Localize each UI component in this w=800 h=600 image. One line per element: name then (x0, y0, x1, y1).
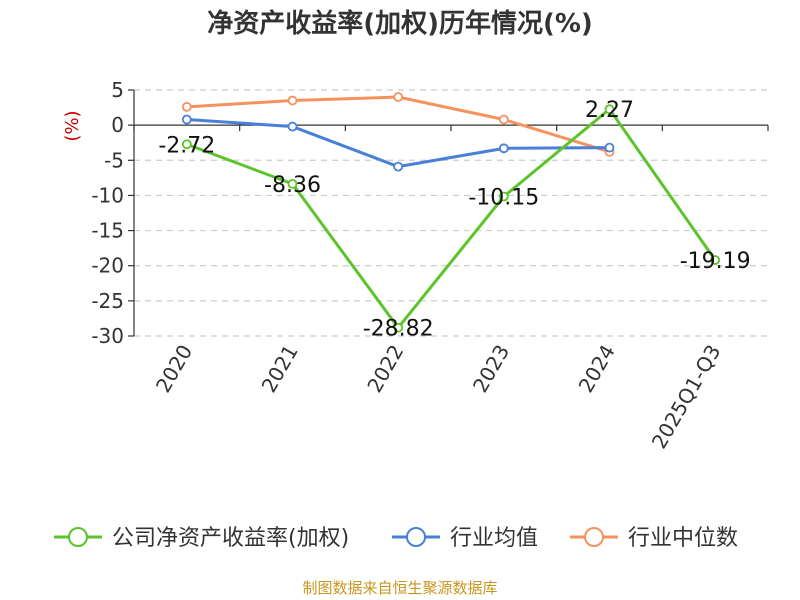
x-tick-label: 2025Q1-Q3 (647, 341, 726, 453)
series-0 (181, 104, 721, 333)
y-tick-label: 5 (111, 78, 124, 102)
series-group (181, 92, 721, 333)
y-tick-label: -20 (91, 254, 124, 278)
y-tick-labels: 5 0 -5 -10 -15 -20 -25 -30 (91, 78, 124, 348)
y-tick-label: -30 (91, 324, 124, 348)
legend-label: 公司净资产收益率(加权) (112, 526, 349, 551)
data-point (604, 142, 615, 153)
legend-marker (406, 527, 426, 547)
data-point (393, 322, 404, 333)
x-tick-label: 2024 (574, 341, 620, 397)
y-tick-label: 0 (111, 113, 124, 137)
data-point (498, 191, 509, 202)
data-point (604, 104, 615, 115)
data-point (498, 143, 509, 154)
x-tick-label: 2022 (362, 341, 408, 397)
source-note: 制图数据来自恒生聚源数据库 (302, 579, 497, 597)
data-label: -19.19 (680, 249, 751, 274)
y-tick-label: -25 (91, 289, 124, 313)
series-line (186, 118, 610, 169)
data-point (710, 255, 721, 265)
legend-item-2: 行业中位数 (570, 526, 738, 551)
data-label: -28.82 (363, 317, 434, 342)
legend-marker (584, 527, 604, 547)
legend-item-0: 公司净资产收益率(加权) (54, 526, 349, 551)
series-2 (181, 92, 615, 157)
legend: 公司净资产收益率(加权) 行业均值 行业中位数 (54, 526, 738, 551)
chart-title: 净资产收益率(加权)历年情况(%) (207, 8, 593, 39)
series-1 (181, 114, 615, 172)
y-tick-label: -10 (91, 183, 124, 207)
data-label: -8.36 (264, 173, 321, 198)
data-point (287, 121, 298, 132)
data-point (181, 101, 192, 112)
x-tick-label: 2020 (151, 341, 197, 397)
data-point (393, 161, 404, 172)
data-point (181, 114, 192, 125)
legend-label: 行业中位数 (628, 526, 738, 551)
y-axis-unit-label: (%) (62, 110, 83, 141)
legend-marker (68, 527, 88, 547)
data-label: -10.15 (468, 185, 539, 210)
data-point (181, 139, 192, 150)
gridlines (134, 89, 768, 337)
series-line (186, 107, 717, 330)
data-point (498, 114, 509, 125)
legend-item-1: 行业均值 (392, 526, 538, 551)
data-point (287, 179, 298, 189)
data-label: -2.72 (158, 133, 215, 158)
data-point (393, 92, 404, 102)
data-labels: -2.72 -8.36 -28.82 -10.15 2.27 -19.19 (158, 98, 750, 342)
data-point (287, 95, 298, 106)
data-label: 2.27 (585, 98, 634, 123)
x-tick-labels: 2020 2021 2022 2023 2024 2025Q1-Q3 (151, 341, 726, 453)
y-tick-label: -15 (91, 219, 124, 243)
x-tick-label: 2021 (257, 341, 303, 397)
y-tick-label: -5 (104, 148, 124, 172)
x-tick-label: 2023 (468, 341, 514, 397)
legend-label: 行业均值 (450, 526, 538, 551)
axes (128, 89, 769, 337)
